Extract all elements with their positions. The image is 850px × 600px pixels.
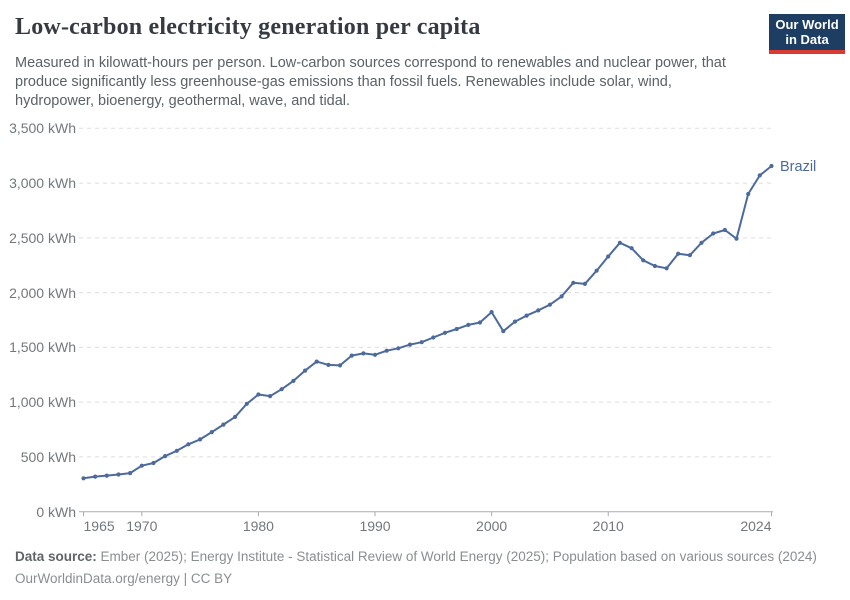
chart-footer: Data source: Ember (2025); Energy Instit…: [15, 548, 835, 586]
data-point[interactable]: [233, 414, 238, 419]
data-point[interactable]: [314, 359, 319, 364]
data-point[interactable]: [396, 346, 401, 351]
data-point[interactable]: [372, 352, 378, 357]
data-point[interactable]: [384, 348, 389, 353]
data-point[interactable]: [431, 335, 436, 340]
owid-logo[interactable]: Our World in Data: [769, 14, 845, 54]
data-point[interactable]: [81, 476, 86, 481]
x-axis-label: 2024: [740, 518, 772, 534]
owid-logo-line2: in Data: [785, 32, 829, 47]
data-source-text: Ember (2025); Energy Institute - Statist…: [96, 549, 817, 564]
data-point[interactable]: [209, 430, 214, 435]
data-point[interactable]: [757, 173, 762, 178]
data-point[interactable]: [128, 471, 133, 476]
data-point[interactable]: [268, 394, 273, 399]
data-point[interactable]: [163, 454, 168, 459]
data-point[interactable]: [594, 268, 599, 273]
x-axis-label: 1990: [359, 518, 391, 534]
data-point[interactable]: [746, 191, 751, 197]
data-point[interactable]: [617, 240, 623, 245]
data-point[interactable]: [221, 422, 226, 427]
data-point[interactable]: [151, 460, 156, 466]
y-axis-label: 3,500 kWh: [9, 120, 76, 137]
data-point[interactable]: [303, 368, 308, 373]
series-line-brazil: [82, 165, 773, 480]
x-axis-label: 2010: [592, 518, 624, 534]
y-axis-label: 2,500 kWh: [9, 229, 76, 246]
data-source-label: Data source:: [15, 549, 97, 564]
page-title: Low-carbon electricity generation per ca…: [15, 14, 481, 40]
y-axis-label: 1,500 kWh: [9, 339, 76, 356]
subtitle-line: produce significantly less greenhouse-ga…: [15, 74, 672, 90]
y-axis-label: 500 kWh: [20, 448, 76, 465]
data-point[interactable]: [652, 263, 658, 269]
footer-license-link[interactable]: OurWorldinData.org/energy | CC BY: [15, 571, 233, 586]
data-point[interactable]: [326, 362, 331, 367]
data-point[interactable]: [291, 378, 296, 383]
data-point[interactable]: [559, 294, 564, 299]
data-point[interactable]: [571, 280, 576, 285]
data-point[interactable]: [244, 401, 249, 406]
data-point[interactable]: [536, 308, 541, 313]
data-point[interactable]: [687, 253, 693, 258]
data-point[interactable]: [769, 163, 774, 169]
data-point[interactable]: [198, 437, 203, 442]
y-axis-label: 1,000 kWh: [9, 394, 76, 411]
owid-logo-line1: Our World: [775, 17, 839, 32]
data-point[interactable]: [186, 442, 191, 447]
data-point[interactable]: [256, 392, 261, 397]
data-point[interactable]: [734, 236, 739, 241]
chart-subtitle: Measured in kilowatt-hours per person. L…: [15, 54, 760, 111]
x-axis-label: 1980: [242, 518, 274, 534]
data-point[interactable]: [337, 363, 343, 368]
data-point[interactable]: [489, 310, 494, 315]
data-point[interactable]: [139, 463, 144, 468]
data-point[interactable]: [466, 322, 471, 327]
data-point[interactable]: [606, 254, 611, 259]
data-point[interactable]: [279, 387, 284, 392]
data-point[interactable]: [116, 472, 121, 477]
data-point[interactable]: [664, 266, 669, 271]
data-point[interactable]: [104, 473, 109, 478]
data-point[interactable]: [641, 258, 646, 263]
y-axis-label: 3,000 kWh: [9, 175, 76, 192]
y-axis-label: 2,000 kWh: [9, 284, 76, 301]
x-axis-label: 1965: [83, 518, 115, 534]
data-point[interactable]: [524, 313, 529, 318]
data-point[interactable]: [419, 340, 424, 345]
data-point[interactable]: [477, 320, 483, 325]
data-point[interactable]: [676, 251, 681, 256]
x-axis-label: 1970: [126, 518, 158, 534]
data-point[interactable]: [547, 302, 553, 307]
data-point[interactable]: [93, 474, 98, 479]
data-point[interactable]: [361, 351, 366, 356]
data-point[interactable]: [722, 227, 728, 233]
data-point[interactable]: [501, 329, 506, 334]
data-point[interactable]: [629, 246, 634, 251]
data-point[interactable]: [512, 319, 518, 324]
subtitle-line: hydropower, bioenergy, geothermal, wave,…: [15, 93, 351, 109]
data-point[interactable]: [442, 330, 448, 335]
y-axis-label: 0 kWh: [36, 503, 76, 520]
data-point[interactable]: [699, 240, 704, 245]
data-point[interactable]: [454, 326, 459, 332]
data-point[interactable]: [407, 342, 413, 347]
series-label-brazil[interactable]: Brazil: [780, 159, 817, 175]
data-point[interactable]: [711, 231, 716, 236]
data-point[interactable]: [582, 281, 588, 286]
subtitle-line: Measured in kilowatt-hours per person. L…: [15, 55, 726, 71]
data-point[interactable]: [174, 448, 179, 453]
x-axis-label: 2000: [476, 518, 508, 534]
data-point[interactable]: [349, 353, 354, 358]
